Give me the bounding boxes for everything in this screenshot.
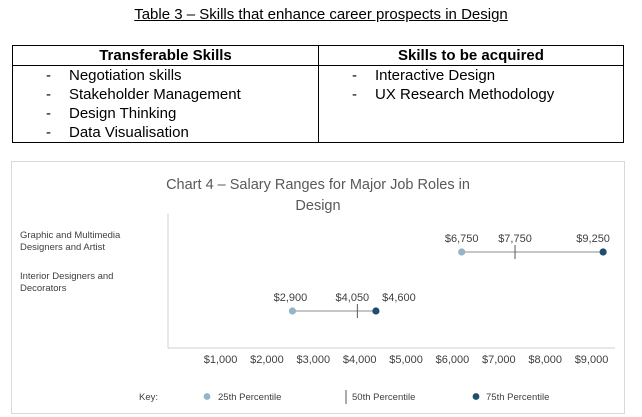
data-label: $7,750	[498, 233, 532, 245]
bullet-dash: -	[46, 67, 51, 84]
bullet-dash: -	[46, 86, 51, 103]
list-item: - Negotiation skills	[13, 66, 318, 85]
list-item: - UX Research Methodology	[319, 85, 623, 104]
category-label-line: Interior Designers and	[20, 271, 114, 282]
header-transferable-skills: Transferable Skills	[12, 45, 319, 66]
x-tick-label: $5,000	[389, 354, 423, 366]
x-tick-label: $6,000	[436, 354, 470, 366]
bullet-dash: -	[352, 67, 357, 84]
table-row: - Negotiation skills - Stakeholder Managem…	[12, 65, 624, 143]
transferable-skills-cell: - Negotiation skills - Stakeholder Managem…	[12, 65, 319, 143]
data-label: $9,250	[576, 233, 610, 245]
data-label: $2,900	[274, 292, 308, 304]
x-tick-label: $9,000	[575, 354, 609, 366]
category-label-line: Designers and Artist	[20, 242, 106, 253]
bullet-dash: -	[46, 124, 51, 141]
x-tick-label: $8,000	[528, 354, 562, 366]
skills-to-acquire-cell: - Interactive Design - UX Research Methodo…	[318, 65, 624, 143]
list-item: - Stakeholder Management	[13, 85, 318, 104]
skill-text: Data Visualisation	[69, 124, 189, 141]
list-item: - Interactive Design	[319, 66, 623, 85]
chart-title-line: Chart 4 – Salary Ranges for Major Job Ro…	[166, 177, 470, 193]
category-label-line: Decorators	[20, 283, 67, 294]
x-tick-label: $1,000	[204, 354, 238, 366]
x-tick-label: $2,000	[250, 354, 284, 366]
skill-text: Design Thinking	[69, 105, 177, 122]
p25-point	[288, 307, 297, 315]
x-tick-label: $7,000	[482, 354, 516, 366]
bullet-dash: -	[352, 86, 357, 103]
legend-p25-marker	[203, 393, 211, 400]
header-skills-to-acquire: Skills to be acquired	[318, 45, 624, 66]
data-label: $6,750	[445, 233, 479, 245]
p75-point	[599, 248, 607, 256]
skills-table: Transferable Skills Skills to be acquire…	[12, 45, 624, 143]
data-label: $4,600	[382, 292, 416, 304]
list-item: - Design Thinking	[13, 104, 318, 123]
category-label-graphic: Graphic and Multimedia Designers and Art…	[20, 230, 150, 254]
p75-point	[372, 307, 380, 315]
legend-key-title: Key:	[139, 392, 158, 403]
chart-plot: $1,000 $2,000 $3,000 $4,000 $5,000 $6,000 $7,0…	[139, 214, 615, 404]
legend-p75-label: 75th Percentile	[486, 392, 549, 403]
data-label: $4,050	[336, 292, 370, 304]
skill-text: Negotiation skills	[69, 67, 182, 84]
chart-title: Chart 4 – Salary Ranges for Major Job Ro…	[12, 175, 624, 217]
p25-point	[458, 248, 466, 256]
legend-p50-label: 50th Percentile	[352, 392, 415, 403]
list-item: - Data Visualisation	[13, 123, 318, 142]
skill-text: Interactive Design	[375, 67, 496, 84]
chart-title-line: Design	[295, 198, 341, 214]
skill-text: Stakeholder Management	[69, 86, 241, 103]
salary-chart: Chart 4 – Salary Ranges for Major Job Ro…	[11, 161, 625, 414]
x-tick-label: $3,000	[296, 354, 330, 366]
x-tick-label: $4,000	[343, 354, 377, 366]
table-header-row: Transferable Skills Skills to be acquire…	[12, 45, 624, 66]
category-label-line: Graphic and Multimedia	[20, 230, 121, 241]
skills-to-acquire-list: - Interactive Design - UX Research Methodo…	[319, 66, 623, 104]
legend-p25-label: 25th Percentile	[218, 392, 281, 403]
category-label-interior: Interior Designers and Decorators	[20, 271, 150, 295]
bullet-dash: -	[46, 105, 51, 122]
skill-text: UX Research Methodology	[375, 86, 555, 103]
transferable-skills-list: - Negotiation skills - Stakeholder Managem…	[13, 66, 318, 142]
table-title: Table 3 – Skills that enhance career pro…	[134, 6, 508, 23]
legend-p75-marker	[472, 393, 480, 400]
